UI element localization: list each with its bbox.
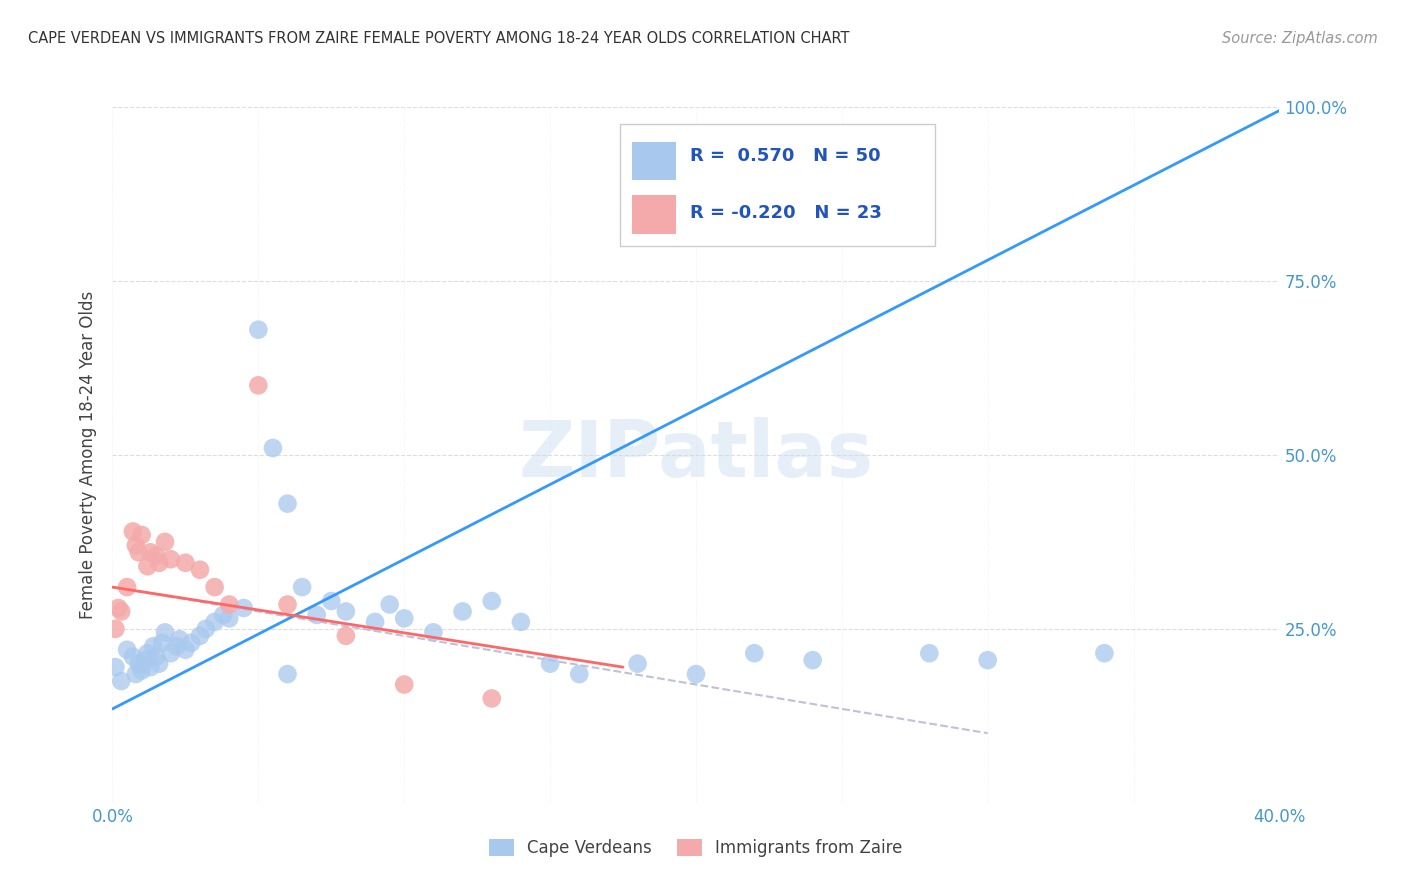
Point	[481, 691, 503, 706]
Point	[305, 607, 328, 622]
Point	[104, 622, 127, 636]
Point	[166, 639, 188, 653]
Point	[232, 601, 254, 615]
Point	[174, 642, 197, 657]
Point	[136, 646, 159, 660]
Point	[364, 615, 387, 629]
Point	[378, 598, 401, 612]
Point	[160, 646, 183, 660]
Point	[451, 605, 474, 619]
Point	[276, 667, 298, 681]
Point	[321, 594, 343, 608]
Point	[139, 545, 162, 559]
Point	[509, 615, 531, 629]
Point	[204, 580, 226, 594]
Point	[125, 667, 148, 681]
Point	[685, 667, 707, 681]
Point	[204, 615, 226, 629]
Text: R = -0.220   N = 23: R = -0.220 N = 23	[690, 203, 882, 222]
Point	[1094, 646, 1116, 660]
Point	[128, 545, 150, 559]
Point	[134, 653, 156, 667]
Point	[218, 598, 240, 612]
Point	[212, 607, 235, 622]
Legend: Cape Verdeans, Immigrants from Zaire: Cape Verdeans, Immigrants from Zaire	[482, 832, 910, 864]
Point	[276, 598, 298, 612]
Point	[145, 649, 167, 664]
Point	[276, 497, 298, 511]
Point	[153, 534, 176, 549]
Point	[627, 657, 650, 671]
Point	[104, 660, 127, 674]
Text: CAPE VERDEAN VS IMMIGRANTS FROM ZAIRE FEMALE POVERTY AMONG 18-24 YEAR OLDS CORRE: CAPE VERDEAN VS IMMIGRANTS FROM ZAIRE FE…	[28, 31, 849, 46]
Point	[976, 653, 998, 667]
Point	[150, 636, 173, 650]
Point	[180, 636, 202, 650]
Point	[110, 674, 132, 689]
Point	[115, 580, 138, 594]
Point	[335, 629, 357, 643]
Point	[145, 549, 167, 563]
Point	[801, 653, 824, 667]
Point	[148, 657, 170, 671]
Point	[148, 556, 170, 570]
Point	[131, 664, 153, 678]
Point	[247, 323, 270, 337]
Point	[194, 622, 217, 636]
Bar	[631, 195, 676, 234]
Point	[115, 642, 138, 657]
Point	[122, 524, 145, 539]
Point	[394, 677, 416, 691]
Point	[568, 667, 591, 681]
Point	[136, 559, 159, 574]
Point	[169, 632, 191, 647]
FancyBboxPatch shape	[620, 124, 935, 246]
Point	[188, 629, 211, 643]
Point	[131, 528, 153, 542]
Point	[160, 552, 183, 566]
Text: ZIPatlas: ZIPatlas	[519, 417, 873, 493]
Point	[918, 646, 941, 660]
Point	[174, 556, 197, 570]
Point	[291, 580, 314, 594]
Point	[247, 378, 270, 392]
Point	[128, 657, 150, 671]
Point	[394, 611, 416, 625]
Point	[262, 441, 284, 455]
Point	[122, 649, 145, 664]
Bar	[631, 142, 676, 180]
Point	[139, 660, 162, 674]
Text: Source: ZipAtlas.com: Source: ZipAtlas.com	[1222, 31, 1378, 46]
Point	[142, 639, 165, 653]
Point	[153, 625, 176, 640]
Point	[742, 646, 765, 660]
Point	[110, 605, 132, 619]
Point	[422, 625, 444, 640]
Point	[107, 601, 129, 615]
Point	[188, 563, 211, 577]
Point	[335, 605, 357, 619]
Point	[218, 611, 240, 625]
Point	[538, 657, 561, 671]
Y-axis label: Female Poverty Among 18-24 Year Olds: Female Poverty Among 18-24 Year Olds	[79, 291, 97, 619]
Text: R =  0.570   N = 50: R = 0.570 N = 50	[690, 147, 880, 165]
Point	[481, 594, 503, 608]
Point	[125, 538, 148, 552]
